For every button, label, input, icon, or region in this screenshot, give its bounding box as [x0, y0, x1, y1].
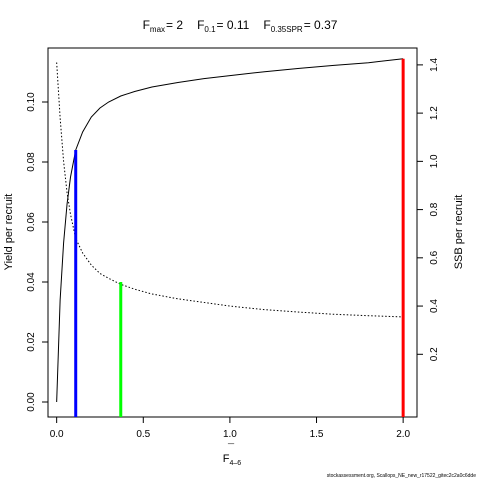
x-tick-label: 0.5	[136, 429, 150, 440]
x-axis: 0.0 0.5 1.0 1.5 2.0	[50, 417, 411, 440]
y-axis-left: 0.00 0.02 0.04 0.06 0.08 0.10	[26, 92, 48, 412]
x-axis-title: F4–6	[223, 453, 242, 467]
y2-tick-label: 1.0	[429, 154, 440, 168]
y2-tick-label: 1.4	[429, 57, 440, 71]
y-tick-label: 0.00	[26, 392, 37, 412]
x-tick-label: 0.0	[50, 429, 64, 440]
x-tick-label: 1.0	[223, 429, 237, 440]
series-layer	[56, 58, 404, 403]
x-axis-title-bar: ¯	[227, 443, 235, 455]
y-axis-right: 0.2 0.4 0.6 0.8 1.0 1.2 1.4	[417, 57, 440, 361]
y-axis-title: Yield per recruit	[3, 194, 15, 271]
y2-tick-label: 0.2	[429, 347, 440, 361]
source-footnote: stockassessment.org, Scallops_NE_new_r17…	[327, 473, 476, 479]
ssb-per-recruit-curve	[56, 62, 404, 318]
y-tick-label: 0.02	[26, 332, 37, 352]
x-tick-label: 1.5	[310, 429, 324, 440]
y2-tick-label: 0.6	[429, 250, 440, 264]
y-tick-label: 0.10	[26, 92, 37, 112]
y2-axis-title: SSB per recruit	[453, 195, 465, 270]
y2-tick-label: 1.2	[429, 106, 440, 120]
reference-lines	[74, 58, 405, 417]
y2-tick-label: 0.8	[429, 202, 440, 216]
y2-tick-label: 0.4	[429, 299, 440, 313]
y-tick-label: 0.06	[26, 212, 37, 232]
x-tick-label: 2.0	[396, 429, 410, 440]
y-tick-label: 0.08	[26, 152, 37, 172]
plot-frame	[47, 47, 418, 418]
y-tick-label: 0.04	[26, 272, 37, 292]
chart-title: Fmax= 2 F0.1= 0.11 F0.35SPR= 0.37	[143, 18, 338, 34]
yield-per-recruit-curve	[56, 58, 404, 403]
